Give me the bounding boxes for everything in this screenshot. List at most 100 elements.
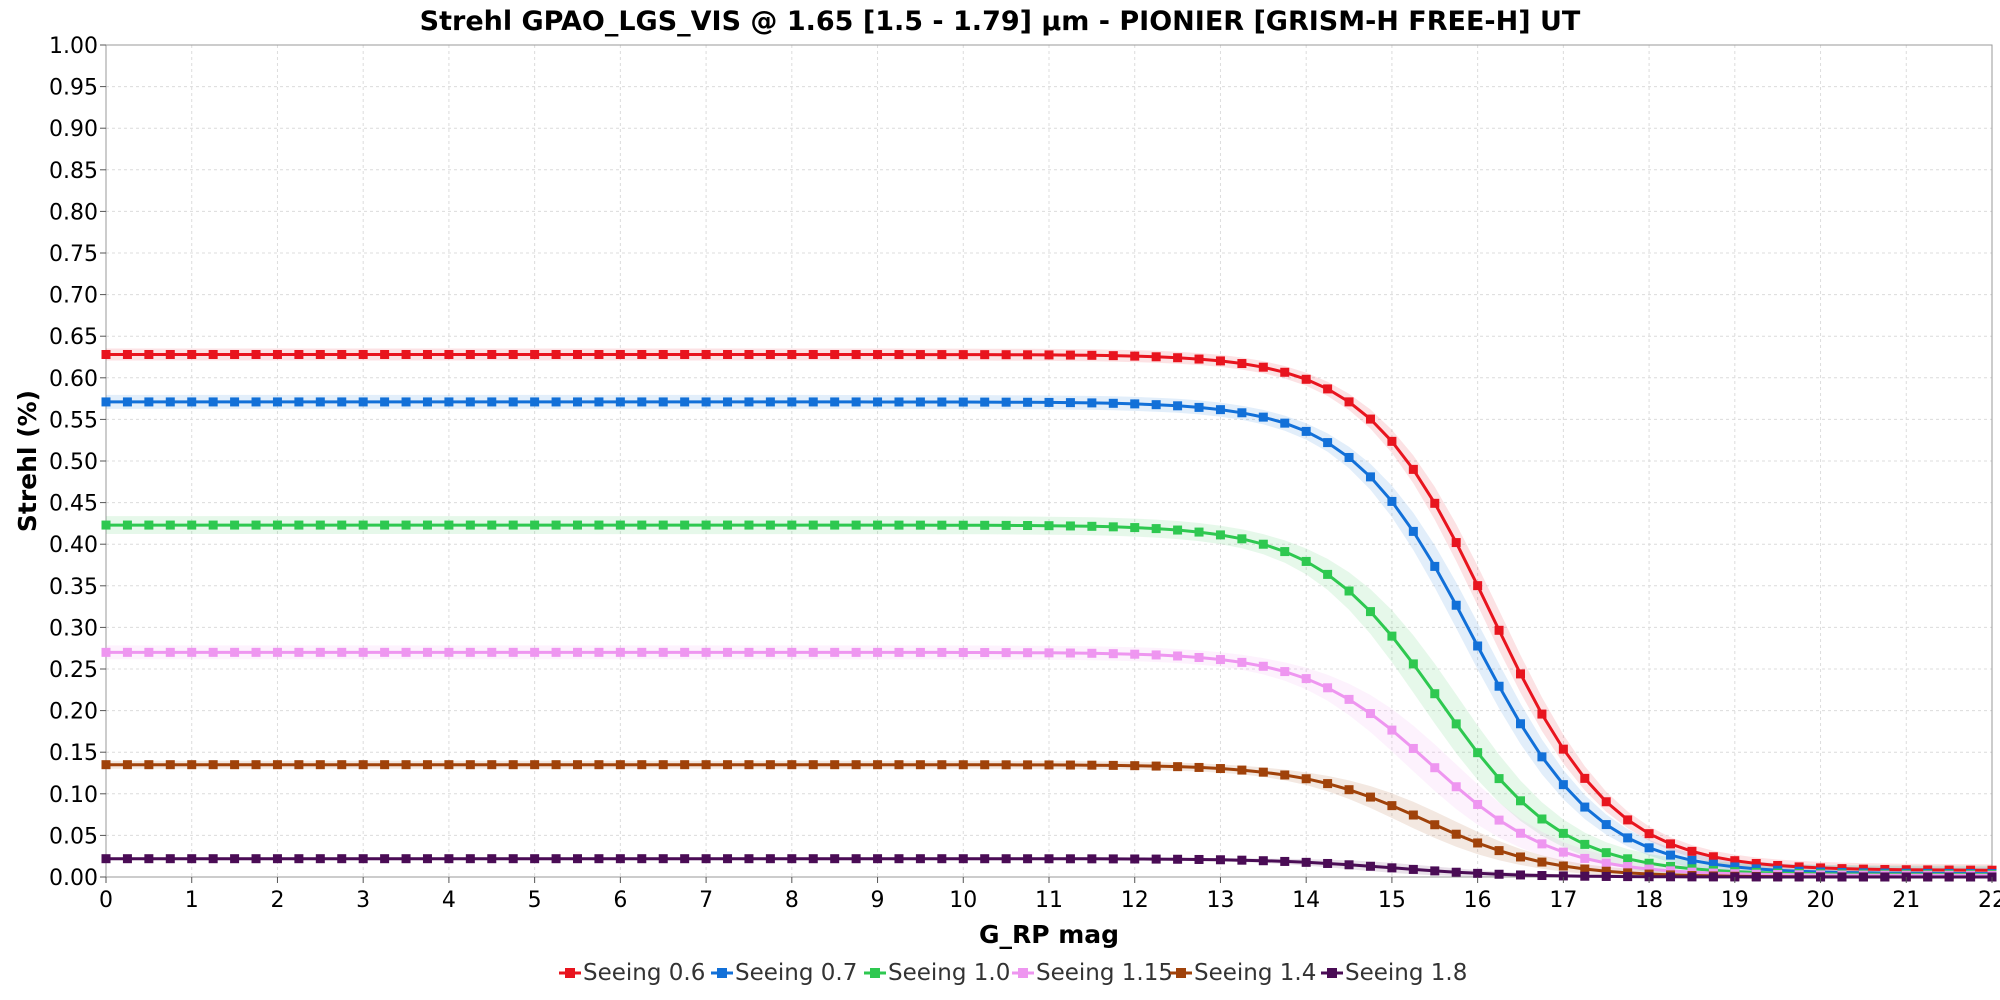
data-point: [1087, 760, 1097, 770]
data-point: [1494, 625, 1504, 635]
data-point: [723, 397, 733, 407]
data-point: [765, 760, 775, 770]
data-point: [122, 760, 132, 770]
data-point: [873, 397, 883, 407]
data-point: [422, 854, 432, 864]
data-point: [765, 647, 775, 657]
data-point: [1065, 648, 1075, 658]
data-point: [765, 397, 775, 407]
legend[interactable]: Seeing 0.6 Seeing 0.7 Seeing 1.0 Seeing 1.1…: [559, 960, 1467, 986]
data-point: [1966, 872, 1976, 882]
data-point: [294, 350, 304, 360]
legend-item-3[interactable]: Seeing 1.15: [1012, 960, 1173, 986]
data-point: [1044, 397, 1054, 407]
data-point: [744, 397, 754, 407]
data-point: [1387, 725, 1397, 735]
data-point: [551, 647, 561, 657]
data-point: [658, 397, 668, 407]
legend-label: Seeing 1.0: [888, 960, 1010, 986]
data-point: [1387, 436, 1397, 446]
data-point: [787, 350, 797, 360]
data-point: [272, 397, 282, 407]
data-point: [401, 760, 411, 770]
data-point: [1708, 859, 1718, 869]
chart-title: Strehl GPAO_LGS_VIS @ 1.65 [1.5 - 1.79] …: [420, 6, 1581, 37]
data-point: [508, 647, 518, 657]
data-point: [1173, 651, 1183, 661]
data-point: [1258, 539, 1268, 549]
data-point: [530, 854, 540, 864]
data-point: [1280, 547, 1290, 557]
data-point: [830, 350, 840, 360]
data-point: [1130, 649, 1140, 659]
data-point: [487, 647, 497, 657]
data-point: [380, 854, 390, 864]
data-point: [723, 520, 733, 530]
data-point: [1001, 760, 1011, 770]
legend-item-0[interactable]: Seeing 0.6: [559, 960, 705, 986]
legend-swatch-marker: [565, 968, 575, 978]
legend-swatch-marker: [870, 968, 880, 978]
x-tick-label: 13: [1206, 888, 1234, 913]
data-point: [337, 854, 347, 864]
data-point: [1365, 861, 1375, 871]
data-point: [1173, 525, 1183, 535]
data-point: [1151, 524, 1161, 534]
legend-item-5[interactable]: Seeing 1.8: [1321, 960, 1467, 986]
data-point: [1623, 854, 1633, 864]
data-point: [1558, 780, 1568, 790]
data-point: [1494, 681, 1504, 691]
data-point: [615, 854, 625, 864]
series-lines: [101, 350, 1997, 882]
data-point: [1258, 856, 1268, 866]
data-point: [1215, 764, 1225, 774]
data-point: [680, 854, 690, 864]
data-point: [358, 760, 368, 770]
data-point: [1194, 762, 1204, 772]
data-point: [1130, 399, 1140, 409]
data-point: [1537, 709, 1547, 719]
legend-label: Seeing 1.15: [1036, 960, 1173, 986]
data-point: [1430, 866, 1440, 876]
data-point: [658, 350, 668, 360]
data-point: [1580, 802, 1590, 812]
data-point: [508, 350, 518, 360]
data-point: [358, 397, 368, 407]
data-point: [487, 520, 497, 530]
data-point: [1258, 767, 1268, 777]
data-point: [1558, 847, 1568, 857]
data-point: [1451, 538, 1461, 548]
data-point: [187, 647, 197, 657]
data-point: [830, 397, 840, 407]
legend-item-1[interactable]: Seeing 0.7: [711, 960, 857, 986]
legend-label: Seeing 0.7: [735, 960, 857, 986]
data-point: [1387, 863, 1397, 873]
data-point: [122, 854, 132, 864]
data-point: [1408, 464, 1418, 474]
data-point: [1408, 743, 1418, 753]
data-point: [1280, 770, 1290, 780]
data-point: [1365, 709, 1375, 719]
data-point: [1065, 350, 1075, 360]
data-point: [830, 647, 840, 657]
data-point: [122, 647, 132, 657]
data-point: [744, 647, 754, 657]
y-tick-label: 0.15: [49, 741, 98, 766]
data-point: [187, 520, 197, 530]
x-tick-label: 20: [1807, 888, 1835, 913]
legend-item-2[interactable]: Seeing 1.0: [864, 960, 1010, 986]
data-point: [144, 520, 154, 530]
data-point: [1173, 353, 1183, 363]
legend-swatch-marker: [717, 968, 727, 978]
legend-item-4[interactable]: Seeing 1.4: [1170, 960, 1316, 986]
data-point: [1215, 530, 1225, 540]
data-point: [937, 854, 947, 864]
y-tick-label: 0.60: [49, 367, 98, 392]
data-point: [1130, 523, 1140, 533]
data-point: [830, 520, 840, 530]
x-axis-ticks: 0 1 2 3 4 5 6 7 8 9 10 11 12 13 14 15 16 17 18 19 20 21 22: [99, 877, 2000, 913]
data-point: [1237, 855, 1247, 865]
data-point: [1473, 641, 1483, 651]
y-tick-label: 0.75: [49, 242, 98, 267]
data-point: [1237, 765, 1247, 775]
